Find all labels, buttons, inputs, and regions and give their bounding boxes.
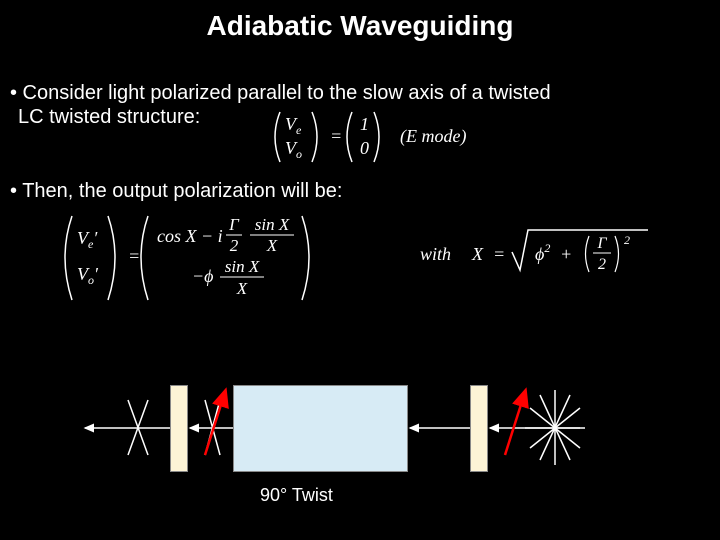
diagram-caption: 90° Twist bbox=[260, 485, 333, 506]
diagram-overlay bbox=[0, 0, 720, 540]
